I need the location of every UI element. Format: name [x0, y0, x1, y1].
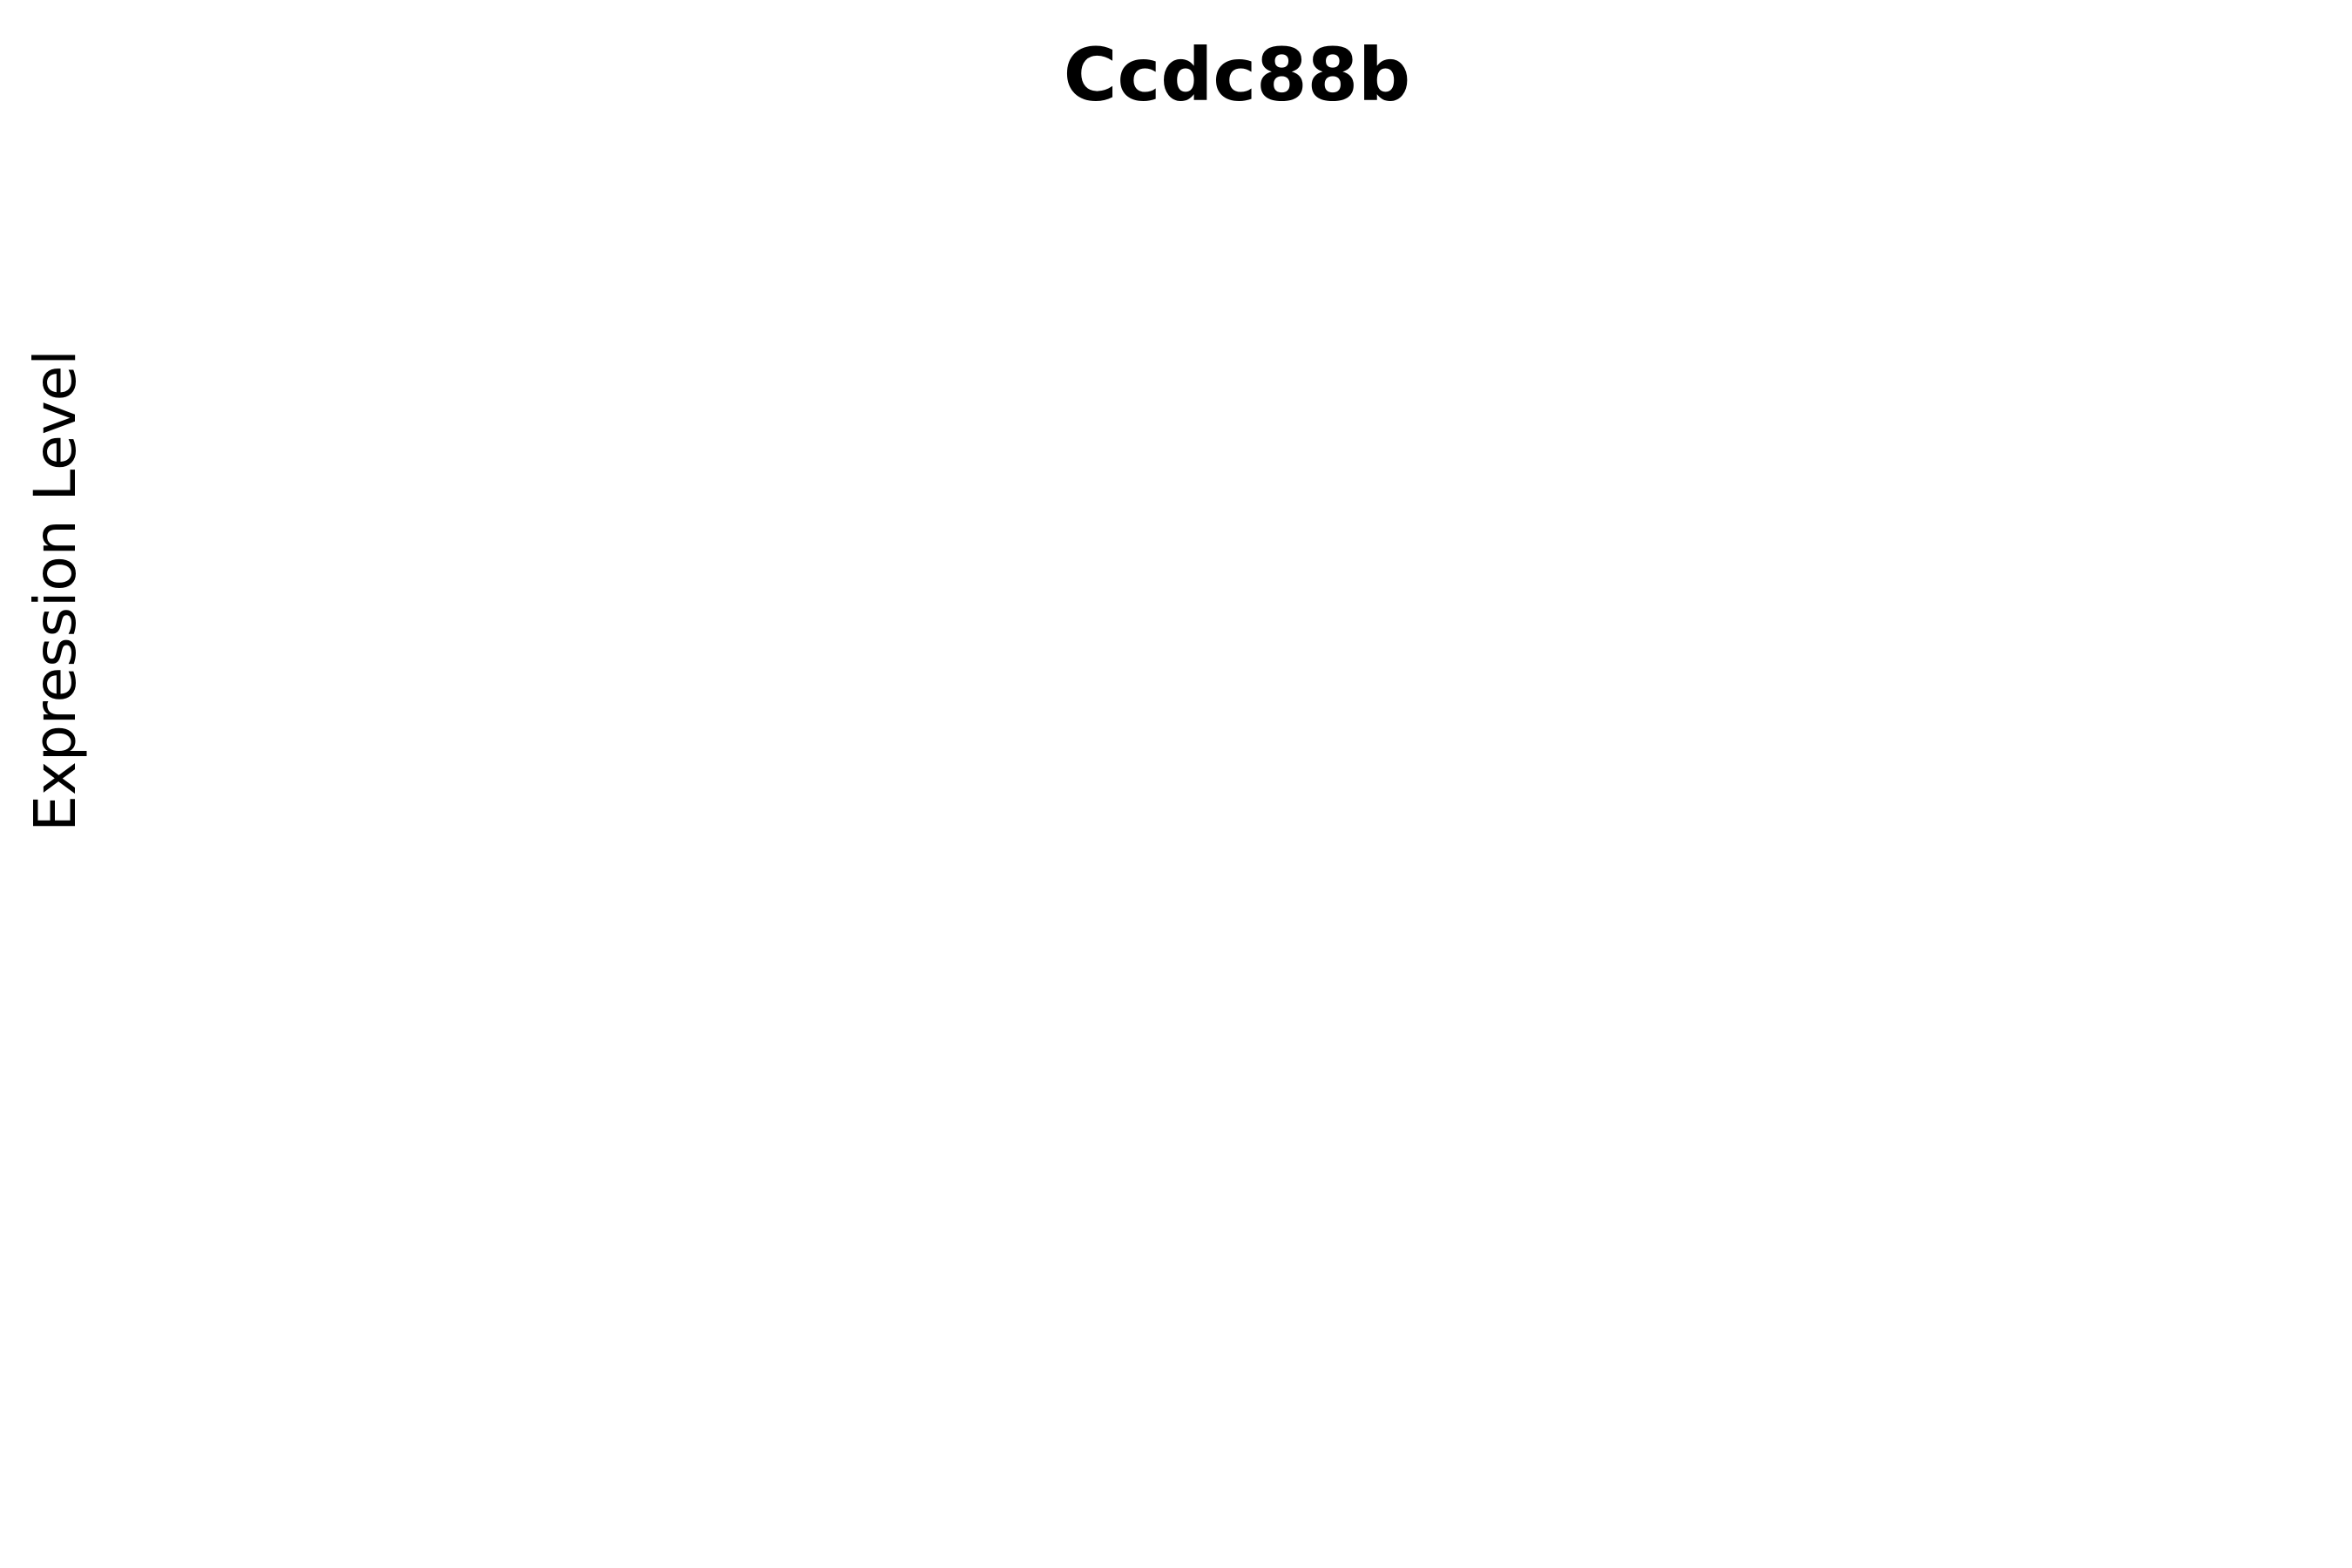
y-axis-label: Expression Level: [22, 349, 89, 831]
plot-title: Ccdc88b: [1064, 32, 1410, 118]
